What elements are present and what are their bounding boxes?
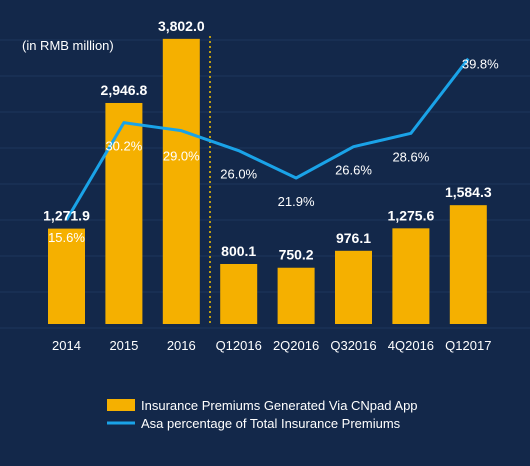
bar-Q12016 [220,263,258,324]
bar-value-label: 800.1 [221,243,256,259]
percentage-value-label: 28.6% [392,149,429,164]
labels-layer: 1,271.9 2,946.8 3,802.0 800.1 750.2 976.1 1,27… [43,18,499,263]
legend-bar-swatch [107,399,135,411]
bar-value-label: 1,584.3 [445,184,492,200]
percentage-value-label: 39.8% [462,57,499,72]
bar-Q32016 [335,250,372,324]
bar-value-label: 1,275.6 [388,207,435,223]
legend-line-label: Asa percentage of Total Insurance Premiu… [141,416,401,431]
x-axis: 2014 2015 2016 Q12016 2Q2016 Q32016 4Q2016 Q120… [52,338,491,353]
bar-4Q2016 [392,228,430,324]
x-tick-label: 4Q2016 [388,338,434,353]
percentage-value-label: 21.9% [278,194,315,209]
bar-Q12017 [449,205,487,324]
bar-2014 [48,228,85,324]
unit-label: (in RMB million) [22,38,114,53]
bars-layer [48,38,487,325]
legend-bar-label: Insurance Premiums Generated Via CNpad A… [141,398,418,413]
x-tick-label: 2015 [109,338,138,353]
bar-value-label: 2,946.8 [101,82,148,98]
x-tick-label: Q32016 [330,338,376,353]
bar-value-label: 976.1 [336,230,371,246]
legend: Insurance Premiums Generated Via CNpad A… [107,398,418,431]
x-tick-label: 2014 [52,338,81,353]
x-tick-label: 2016 [167,338,196,353]
bar-value-label: 1,271.9 [43,208,90,224]
percentage-value-label: 29.0% [163,149,200,164]
bar-2016 [162,38,200,324]
line-layer [65,57,470,221]
bar-value-label: 3,802.0 [158,18,205,34]
percentage-value-label: 15.6% [48,230,85,245]
percentage-value-label: 26.0% [220,167,257,182]
x-tick-label: Q12016 [216,338,262,353]
bar-2Q2016 [277,267,315,324]
percentage-value-label: 26.6% [335,163,372,178]
percentage-line [65,57,470,221]
bar-value-label: 750.2 [279,247,314,263]
percentage-value-label: 30.2% [105,139,142,154]
x-tick-label: 2Q2016 [273,338,319,353]
x-tick-label: Q12017 [445,338,491,353]
bar-2015 [105,102,143,325]
